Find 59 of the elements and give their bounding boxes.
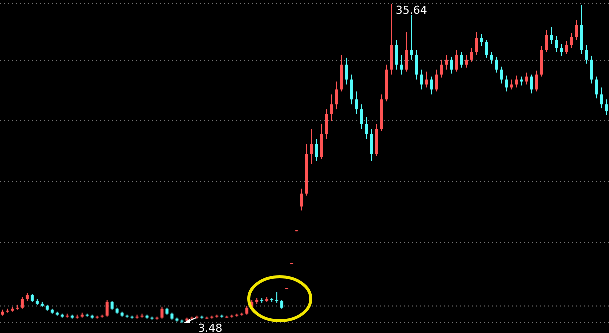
candlestick [300,188,304,212]
candlestick [160,306,164,320]
candlestick [590,55,594,84]
candlestick [485,40,488,58]
candlestick [20,296,24,310]
candlestick [450,56,454,74]
candlestick [525,72,528,86]
candlestick [335,81,338,110]
candlestick [465,54,468,68]
candlestick [345,57,348,86]
candlestick [605,99,608,116]
candlestick [600,87,604,110]
candlestick [320,124,324,160]
candlestick [365,116,368,140]
candlestick [435,69,438,92]
candlestick [330,94,334,122]
candlestick [460,52,464,68]
candlestick [445,54,448,70]
candlestick [550,26,554,45]
candlestick [455,50,458,72]
candlestick [510,79,514,90]
candlestick [545,30,548,53]
candlestick [315,138,318,162]
candlestick [495,56,498,74]
candlestick [595,76,598,100]
candlestick [475,32,478,56]
candlestick [420,69,424,90]
candlestick [410,14,414,60]
candlestick [570,32,574,49]
candlestick [400,54,404,76]
candlestick [405,32,408,72]
candlestick [370,128,374,162]
candlestick [565,40,568,54]
candlestick [355,91,358,115]
candlestick [325,109,328,140]
candlestick [106,299,109,318]
candlestick [425,71,428,88]
annotation: 35.64 [396,4,428,17]
candlestick [395,40,398,70]
candlestick [360,104,364,130]
candlestick [530,74,534,94]
candlestick [470,48,474,62]
candlestick [515,75,518,88]
candlestick [505,75,508,92]
candlestick [480,34,484,47]
annotation: 3.48 [198,322,223,333]
candlestick [430,76,434,96]
candlestick [585,44,588,64]
candlestick [310,128,314,165]
candlestick [500,66,504,84]
candlestick [350,74,354,106]
candlestick [415,50,418,80]
candlestick [555,36,558,53]
candlestick [276,292,279,304]
candlestick [440,59,444,78]
candlestick [560,44,564,56]
candlestick [575,20,578,41]
candlestick [490,52,494,64]
candlestick [535,70,538,92]
